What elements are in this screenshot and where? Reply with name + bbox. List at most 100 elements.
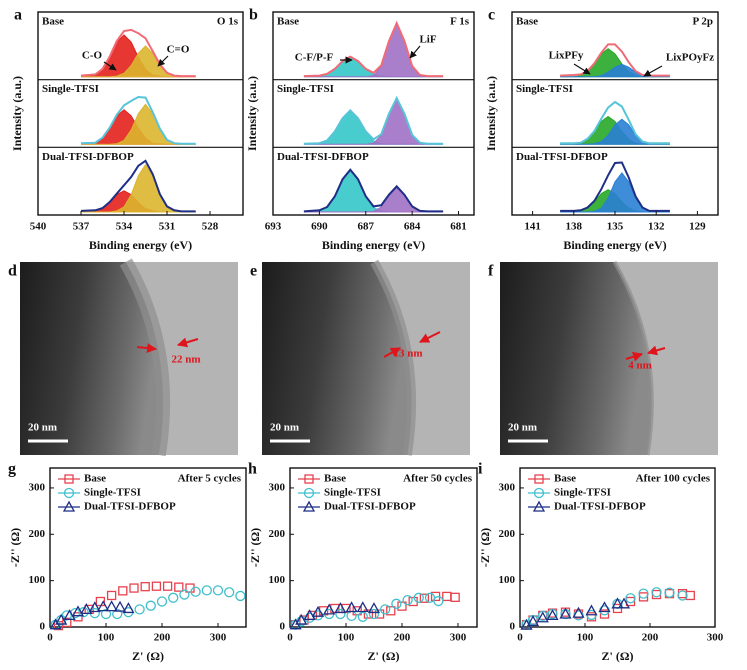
x-tick-label: 200: [154, 632, 171, 644]
data-point: [55, 613, 68, 625]
data-point: [651, 587, 662, 598]
legend-label: Single-TFSI: [554, 487, 611, 499]
data-point: [559, 607, 572, 619]
y-tick-label: 0: [40, 621, 46, 633]
data-point: [413, 592, 424, 603]
panel-letter: h: [248, 461, 257, 478]
x-tick-label: 540: [30, 221, 47, 233]
scale-bar-label: 20 nm: [28, 422, 57, 434]
x-tick-label: 200: [394, 632, 411, 644]
subplot-label: Single-TFSI: [277, 83, 334, 95]
data-point: [380, 604, 391, 615]
data-point: [156, 596, 168, 607]
x-tick-label: 100: [338, 632, 355, 644]
data-point: [625, 593, 636, 604]
data-point: [611, 597, 624, 609]
x-tick-label: 129: [689, 221, 706, 233]
data-point: [100, 608, 112, 620]
y-tick-label: 0: [280, 621, 286, 633]
panel-letter: e: [250, 263, 257, 280]
peak-annotation: C-O: [82, 50, 103, 62]
data-point: [402, 594, 413, 606]
data-point: [63, 609, 76, 621]
peak-annotation: C=O: [167, 44, 190, 56]
legend-label: Single-TFSI: [324, 487, 381, 499]
scale-bar-label: 20 nm: [508, 422, 537, 434]
data-point: [346, 610, 357, 622]
legend-marker: [533, 487, 545, 499]
panel-letter: a: [14, 7, 22, 24]
data-point: [113, 600, 127, 612]
thickness-arrow: [625, 351, 643, 362]
data-point: [118, 586, 128, 596]
x-tick-label: 135: [607, 221, 624, 233]
y-axis-label: -Z'' (Ω): [478, 528, 492, 567]
envelope-curve: [303, 20, 444, 78]
envelope-curve: [303, 168, 444, 213]
plot-frame: [272, 11, 475, 216]
subplot-label: Dual-TFSI-DFBOP: [277, 151, 369, 163]
legend-marker: [62, 500, 76, 512]
data-point: [212, 585, 224, 596]
plot-frame: [289, 467, 478, 628]
thickness-arrow: [419, 331, 441, 343]
data-point: [367, 602, 381, 614]
panel-letter: d: [8, 263, 17, 280]
plot-frame: [37, 11, 244, 216]
envelope-curve: [303, 95, 444, 145]
data-point: [357, 611, 368, 622]
x-tick-label: 100: [577, 632, 594, 644]
data-point: [638, 588, 649, 599]
subplot-label: Base: [42, 16, 64, 28]
y-axis-label: -Z'' (Ω): [248, 528, 262, 567]
data-point: [62, 617, 72, 628]
x-tick-label: 300: [450, 632, 467, 644]
data-point: [304, 612, 315, 623]
annotation: After 50 cycles: [403, 473, 473, 485]
data-point: [664, 587, 675, 598]
legend-marker: [532, 500, 546, 512]
thickness-arrow: [647, 345, 666, 356]
data-point: [88, 601, 101, 613]
data-point: [677, 590, 688, 601]
plot-frame: [519, 467, 716, 628]
data-point: [140, 582, 150, 592]
data-point: [106, 590, 117, 601]
y-axis-label: Intensity (a.u.): [10, 76, 24, 151]
legend-label: Dual-TFSI-DFBOP: [324, 501, 416, 513]
peak-annotation: C-F/P-F: [295, 52, 334, 64]
data-point: [599, 609, 610, 619]
tem-sei-layer: [370, 259, 417, 456]
thickness-label: 22 nm: [171, 354, 200, 366]
annotation-arrow: [643, 65, 663, 77]
data-point: [585, 604, 598, 616]
x-tick-label: 687: [358, 221, 375, 233]
legend-marker: [304, 474, 314, 484]
y-tick-label: 300: [269, 481, 286, 493]
data-point: [450, 592, 460, 602]
peak-annotation: LiF: [419, 34, 436, 46]
thickness-label: 13 nm: [393, 348, 422, 360]
x-axis-label: Z' (Ω): [602, 649, 634, 663]
annotation-arrow: [103, 61, 117, 71]
data-point: [179, 589, 190, 600]
y-tick-label: 200: [269, 528, 286, 540]
x-tick-label: 132: [648, 221, 665, 233]
y-tick-label: 300: [499, 481, 516, 493]
y-tick-label: 200: [29, 528, 46, 540]
data-point: [335, 608, 346, 620]
y-tick-label: 200: [499, 528, 516, 540]
data-point: [311, 605, 325, 617]
x-axis-label: Z' (Ω): [368, 649, 400, 663]
data-point: [145, 600, 156, 611]
envelope-curve: [80, 95, 196, 145]
legend-marker: [303, 487, 315, 499]
thickness-arrow: [383, 347, 401, 358]
data-point: [685, 590, 695, 601]
data-point: [105, 600, 118, 612]
data-point: [617, 597, 631, 609]
subplot-label: Base: [277, 16, 299, 28]
data-point: [71, 605, 85, 617]
data-point: [190, 586, 201, 597]
